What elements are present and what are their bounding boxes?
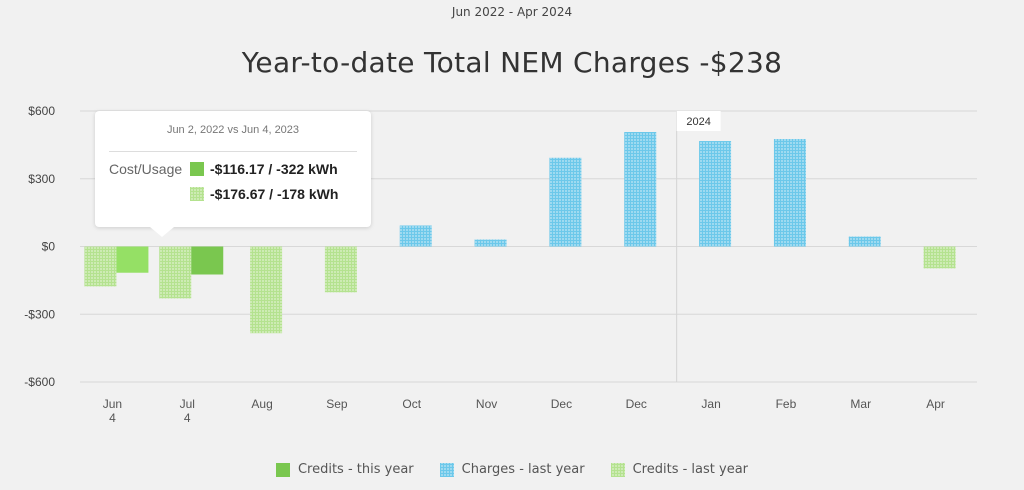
tooltip-date: Jun 2, 2022 vs Jun 4, 2023 bbox=[166, 124, 300, 136]
x-tick-label: Nov bbox=[476, 397, 497, 411]
swatch-last-year bbox=[190, 187, 204, 201]
tooltip-value: -$116.17 / -322 kWh bbox=[210, 161, 338, 177]
bar-charges-last-year bbox=[848, 236, 881, 247]
legend-label: Credits - this year bbox=[297, 462, 414, 477]
y-tick-label: $600 bbox=[28, 104, 55, 118]
legend-swatch bbox=[610, 462, 625, 477]
tooltip: Jun 2, 2022 vs Jun 4, 2023 Cost/Usage -$… bbox=[95, 111, 371, 237]
tooltip-label: Cost/Usage bbox=[109, 161, 183, 177]
y-tick-label: -$300 bbox=[24, 307, 55, 321]
legend-label: Charges - last year bbox=[461, 462, 585, 477]
legend-credits-last-year[interactable]: Credits - last year bbox=[610, 462, 749, 477]
y-tick-label: $300 bbox=[28, 172, 55, 186]
bar-credits-this-year bbox=[116, 246, 149, 273]
bar-credits-this-year bbox=[191, 246, 224, 275]
chart-title: Year-to-date Total NEM Charges -$238 bbox=[241, 46, 783, 79]
bar-charges-last-year bbox=[399, 225, 432, 247]
tooltip-row-last-year: -$176.67 / -178 kWh bbox=[190, 186, 338, 202]
legend-swatch bbox=[439, 462, 454, 477]
y-tick-label: $0 bbox=[42, 240, 56, 254]
bar-charges-last-year bbox=[773, 139, 806, 247]
date-range: Jun 2022 - Apr 2024 bbox=[451, 5, 573, 19]
bar-credits-last-year bbox=[923, 246, 956, 269]
bar-charges-last-year bbox=[474, 239, 507, 247]
x-tick-label: Jul bbox=[180, 397, 195, 411]
bar-charges-last-year bbox=[624, 132, 657, 247]
bar-credits-last-year bbox=[250, 246, 283, 334]
x-tick-label: Jan bbox=[701, 397, 720, 411]
tooltip-row-this-year: -$116.17 / -322 kWh bbox=[190, 161, 338, 177]
legend-credits-this-year[interactable]: Credits - this year bbox=[275, 462, 414, 477]
x-tick-label: Dec bbox=[551, 397, 572, 411]
x-tick-label: Sep bbox=[326, 397, 348, 411]
bar-charges-last-year bbox=[549, 157, 582, 247]
x-tick-label: 4 bbox=[109, 411, 116, 425]
legend-swatch bbox=[275, 462, 290, 477]
x-tick-label: 4 bbox=[184, 411, 191, 425]
x-tick-label: Dec bbox=[626, 397, 647, 411]
x-tick-label: Jun bbox=[103, 397, 122, 411]
legend: Credits - this year Charges - last year … bbox=[0, 462, 1024, 477]
x-tick-label: Mar bbox=[850, 397, 871, 411]
swatch-this-year bbox=[190, 162, 204, 176]
bar-charges-last-year bbox=[699, 141, 732, 247]
bar-credits-last-year bbox=[84, 246, 117, 287]
x-tick-label: Aug bbox=[251, 397, 272, 411]
year-marker-box bbox=[676, 111, 721, 131]
tooltip-value: -$176.67 / -178 kWh bbox=[210, 186, 339, 202]
x-tick-label: Feb bbox=[776, 397, 797, 411]
legend-label: Credits - last year bbox=[632, 462, 749, 477]
bar-credits-last-year bbox=[324, 246, 357, 293]
bar-credits-last-year bbox=[159, 246, 192, 299]
legend-charges-last-year[interactable]: Charges - last year bbox=[439, 462, 585, 477]
divider bbox=[109, 151, 357, 152]
year-marker-label: 2024 bbox=[686, 116, 710, 128]
x-tick-label: Oct bbox=[402, 397, 421, 411]
y-tick-label: -$600 bbox=[24, 375, 55, 389]
x-tick-label: Apr bbox=[926, 397, 945, 411]
